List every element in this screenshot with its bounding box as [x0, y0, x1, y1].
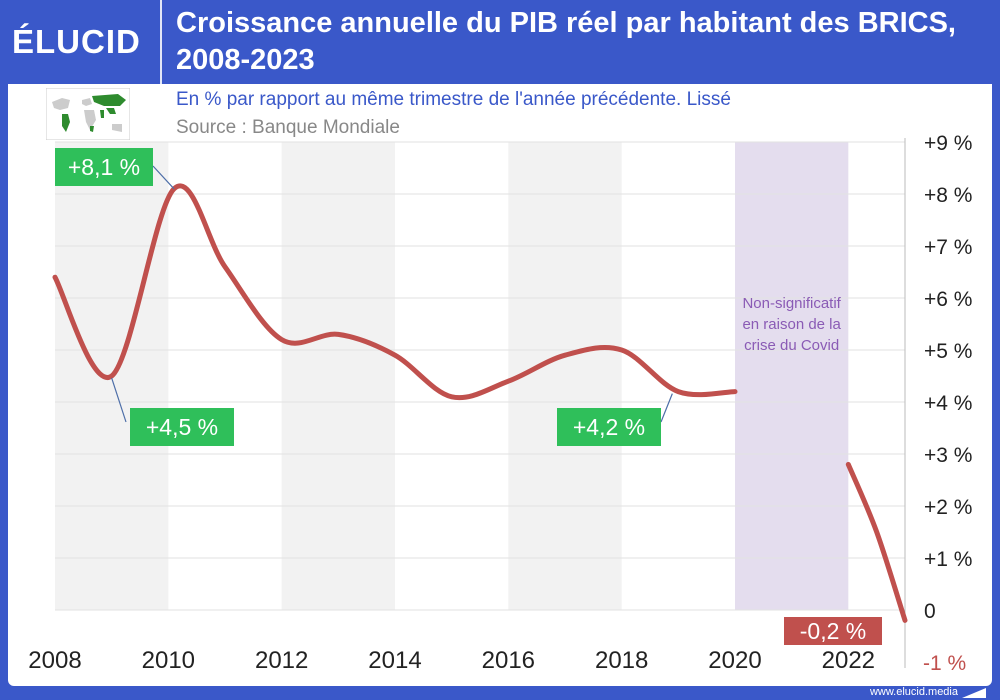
x-tick-label-2010: 2010: [142, 647, 195, 674]
chart-subtitle: En % par rapport au même trimestre de l'…: [176, 89, 731, 110]
y-tick-label-0: 0: [924, 600, 936, 623]
annotation-box-3: [784, 617, 882, 645]
annotation-box-1: [130, 408, 234, 446]
annotation-label-1: +4,5 %: [146, 414, 218, 440]
annotation-label-2: +4,2 %: [573, 414, 645, 440]
series-line-1: [845, 461, 908, 623]
chart-title: Croissance annuelle du PIB réel par habi…: [176, 7, 956, 76]
covid-period-band: [735, 142, 849, 610]
chart: Non-significatif en raison de la crise du …: [28, 132, 972, 675]
y-tick-label-9: +9 %: [924, 132, 972, 155]
x-tick-label-2020: 2020: [708, 647, 761, 674]
y-tick-label-7: +7 %: [924, 236, 972, 259]
x-tick-label-2022: 2022: [822, 647, 875, 674]
annotation-label-3: -0,2 %: [800, 618, 866, 644]
header: ÉLUCID Croissance annuelle du PIB réel p…: [0, 0, 1000, 84]
x-tick-label-2008: 2008: [28, 647, 81, 674]
x-tick-label-2014: 2014: [368, 647, 421, 674]
y-tick-label-6: +6 %: [924, 288, 972, 311]
elucid-logo[interactable]: ÉLUCID: [12, 23, 141, 60]
chart-panel: Non-significatif en raison de la crise du …: [8, 84, 992, 686]
year-band-1: [281, 142, 395, 610]
header-divider: [160, 0, 162, 84]
chart-source: Source : Banque Mondiale: [176, 117, 400, 138]
y-tick-label-5: +5 %: [924, 340, 972, 363]
y-tick-label-1: +1 %: [924, 548, 972, 571]
y-tick-label-4: +4 %: [924, 392, 972, 415]
y-tick-label-8: +8 %: [924, 184, 972, 207]
annotation-box-2: [557, 408, 661, 446]
y-tick-label-2: +2 %: [924, 496, 972, 519]
series-line-0: [52, 183, 738, 401]
y-tick-label-3: +3 %: [924, 444, 972, 467]
x-tick-label-2016: 2016: [482, 647, 535, 674]
annotation-leader-1: [111, 377, 127, 423]
covid-note: Non-significatif en raison de la crise du …: [742, 295, 841, 354]
x-tick-label-2012: 2012: [255, 647, 308, 674]
annotation-box-0: [55, 148, 153, 186]
elucid-mark-icon: [962, 688, 986, 698]
year-band-2: [508, 142, 622, 610]
annotation-leader-0: [152, 165, 175, 190]
annotation-label-0: +8,1 %: [68, 154, 140, 180]
x-tick-label-2018: 2018: [595, 647, 648, 674]
footer-url[interactable]: www.elucid.media: [869, 686, 958, 698]
annotation-leader-2: [660, 393, 673, 423]
world-map-icon: [46, 88, 130, 140]
y-tick-label--1: -1 %: [923, 652, 966, 675]
